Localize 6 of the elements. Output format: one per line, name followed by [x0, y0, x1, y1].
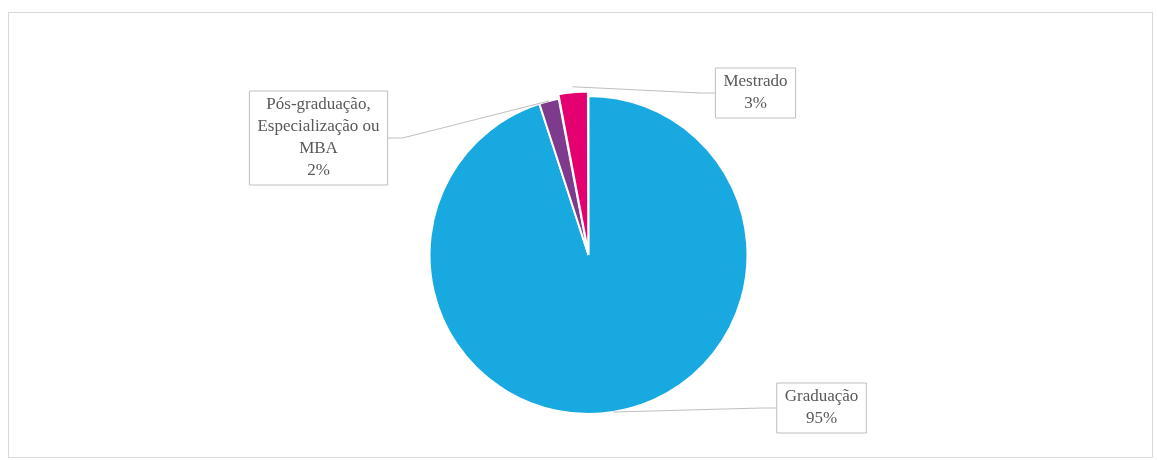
- data-label: 2%: [307, 160, 330, 180]
- slice-label: Mestrado: [723, 71, 788, 91]
- data-label: 3%: [744, 93, 767, 113]
- data-label: 95%: [805, 408, 838, 428]
- slice-label: Graduação: [784, 386, 859, 406]
- slice-label: Pós-graduação, Especialização ou MBA: [257, 94, 381, 158]
